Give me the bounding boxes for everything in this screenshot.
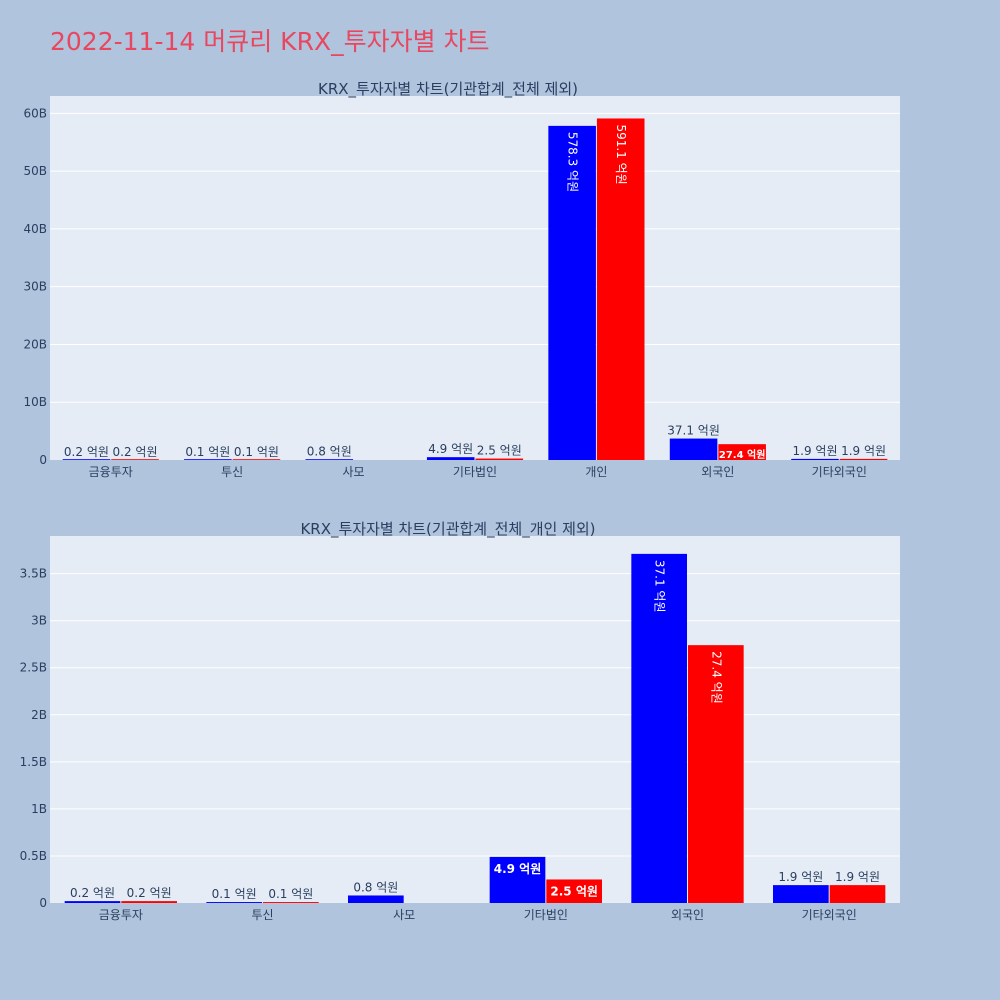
y-tick-label: 40B — [23, 222, 47, 236]
bar — [489, 856, 546, 903]
chart-top: 0 10B 20B 30B 40B 50B 60B KRX_투자자별 차트(기관합계_전체 제… — [23, 80, 900, 479]
data-label: 0.2 억원 — [127, 886, 172, 900]
x-tick-label: 기타법인 — [524, 908, 568, 922]
data-label: 37.1 억원 — [667, 424, 720, 438]
y-tick-label: 0 — [39, 453, 47, 467]
data-label: 0.8 억원 — [353, 880, 398, 894]
y-tick-label: 1B — [31, 802, 47, 816]
y-tick-label: 1.5B — [20, 755, 47, 769]
chart-title: KRX_투자자별 차트(기관합계_전체 제외) — [318, 80, 578, 99]
y-tick-label: 3B — [31, 614, 47, 628]
y-tick-label: 3.5B — [20, 567, 47, 581]
x-tick-label: 기타외국인 — [802, 908, 857, 922]
plot-area — [50, 536, 900, 903]
x-tick-label: 투신 — [251, 908, 273, 922]
bar — [232, 459, 281, 460]
bar — [718, 444, 766, 460]
data-label: 1.9 억원 — [778, 870, 823, 884]
data-label: 4.9 억원 — [494, 862, 542, 876]
data-label: 2.5 억원 — [550, 884, 598, 898]
bar — [62, 459, 111, 460]
data-label: 591.1 억원 — [614, 124, 628, 184]
y-tick-label: 2B — [31, 708, 47, 722]
data-label: 578.3 억원 — [566, 132, 580, 192]
data-label: 1.9 억원 — [793, 444, 838, 458]
data-label: 27.4 억원 — [719, 448, 766, 461]
bar — [426, 457, 475, 460]
bar — [111, 459, 159, 460]
x-tick-label: 사모 — [393, 908, 415, 922]
data-label: 4.9 억원 — [428, 442, 473, 456]
bar — [548, 125, 596, 461]
bar — [305, 459, 354, 460]
y-tick-label: 20B — [23, 337, 47, 351]
chart-title: KRX_투자자별 차트(기관합계_전체_개인 제외) — [300, 520, 595, 539]
bar — [184, 459, 232, 460]
chart-bottom: 0 0.5B 1B 1.5B 2B 2.5B 3B 3.5B KRX_투자자별 차트(기관합계_… — [20, 520, 900, 922]
data-label: 0.1 억원 — [268, 887, 313, 901]
plot-area — [50, 96, 900, 460]
bar — [791, 458, 839, 460]
bar — [688, 645, 744, 903]
x-tick-label: 개인 — [585, 465, 607, 479]
data-label: 1.9 억원 — [841, 444, 886, 458]
x-tick-label: 외국인 — [701, 465, 734, 479]
y-tick-label: 0 — [39, 896, 47, 910]
data-label: 0.1 억원 — [185, 445, 230, 459]
y-tick-label: 0.5B — [20, 849, 47, 863]
data-label: 1.9 억원 — [835, 870, 880, 884]
data-label: 0.8 억원 — [307, 445, 352, 459]
y-tick-label: 60B — [23, 106, 47, 120]
y-tick-label: 10B — [23, 395, 47, 409]
bar — [829, 885, 886, 903]
x-tick-label: 금융투자 — [99, 908, 143, 922]
bar — [121, 901, 177, 903]
bar — [348, 895, 404, 903]
bar — [475, 458, 524, 460]
x-tick-label: 기타외국인 — [812, 465, 867, 479]
data-label: 0.1 억원 — [234, 445, 279, 459]
bar — [263, 902, 319, 903]
bar — [206, 902, 262, 903]
bar — [773, 885, 829, 903]
data-label: 2.5 억원 — [477, 444, 522, 458]
x-tick-label: 외국인 — [671, 908, 704, 922]
data-label: 37.1 억원 — [653, 560, 667, 613]
bar — [669, 438, 718, 460]
x-tick-label: 사모 — [343, 465, 365, 479]
bar — [631, 553, 687, 903]
y-tick-label: 50B — [23, 164, 47, 178]
x-tick-label: 투신 — [221, 465, 243, 479]
x-tick-label: 기타법인 — [453, 465, 497, 479]
bar — [839, 458, 888, 460]
y-tick-label: 30B — [23, 280, 47, 294]
bar — [64, 901, 121, 903]
data-label: 0.2 억원 — [113, 445, 158, 459]
page-title: 2022-11-14 머큐리 KRX_투자자별 차트 — [50, 27, 490, 56]
data-label: 0.1 억원 — [212, 887, 257, 901]
data-label: 0.2 억원 — [64, 445, 109, 459]
bar — [546, 879, 602, 903]
data-label: 27.4 억원 — [709, 651, 723, 704]
data-label: 0.2 억원 — [70, 886, 115, 900]
x-tick-label: 금융투자 — [89, 465, 133, 479]
bar — [596, 118, 645, 460]
y-tick-label: 2.5B — [20, 661, 47, 675]
